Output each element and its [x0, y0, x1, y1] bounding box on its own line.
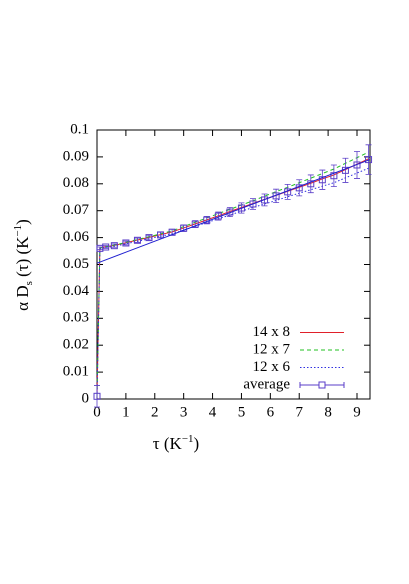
error-bar: [307, 174, 314, 194]
legend-swatch: [318, 381, 326, 389]
point: [307, 180, 315, 188]
point: [110, 242, 118, 250]
legend-label: 14 x 8: [253, 324, 291, 340]
error-bar: [342, 157, 349, 183]
error-bar: [94, 385, 100, 408]
point: [157, 231, 165, 239]
error-bar: [146, 234, 152, 241]
x-tick-label: 2: [151, 404, 159, 420]
y-tick-label: 0.03: [63, 310, 89, 326]
error-bar: [284, 183, 291, 200]
error-bar: [102, 245, 109, 249]
point: [318, 176, 326, 184]
point: [353, 161, 361, 169]
x-axis-label: τ (K−1): [153, 433, 199, 453]
x-tick-label: 6: [267, 404, 275, 420]
point: [93, 392, 101, 400]
fit-line: [96, 159, 371, 264]
x-tick-label: 0: [93, 404, 101, 420]
series-line: [96, 158, 369, 397]
point: [249, 200, 257, 208]
y-tick-label: 0.02: [63, 337, 89, 353]
y-tick-label: 0.04: [63, 283, 90, 299]
x-tick-label: 3: [180, 404, 188, 420]
y-tick-label: 0: [82, 390, 90, 406]
x-tick-label: 8: [324, 404, 332, 420]
y-tick-label: 0.05: [63, 256, 89, 272]
plot-frame: [96, 129, 371, 400]
error-bar: [330, 164, 337, 187]
point: [330, 172, 338, 180]
x-tick-label: 1: [122, 404, 130, 420]
y-tick-label: 0.06: [63, 229, 90, 245]
legend-label: 12 x 7: [253, 341, 291, 357]
point: [133, 236, 141, 244]
point: [102, 243, 110, 251]
point: [261, 196, 269, 204]
error-bar: [134, 237, 141, 243]
legend-label: 12 x 6: [253, 359, 291, 375]
y-tick-label: 0.08: [63, 175, 89, 191]
point: [191, 220, 199, 228]
series-line: [96, 151, 369, 397]
y-tick-label: 0.07: [63, 202, 90, 218]
error-bar: [111, 243, 118, 248]
y-tick-label: 0.09: [63, 148, 89, 164]
legend-label: average: [243, 376, 290, 392]
error-bar: [365, 144, 372, 175]
point: [237, 204, 245, 212]
error-bar: [296, 179, 303, 197]
error-bar: [122, 240, 129, 246]
series-line: [96, 167, 369, 397]
error-bar: [273, 188, 280, 204]
point: [145, 234, 153, 242]
x-tick-label: 7: [295, 404, 303, 420]
x-tick-label: 5: [238, 404, 246, 420]
point: [365, 156, 373, 164]
error-bar: [319, 169, 326, 190]
y-axis-label: α Ds (τ) (K−1): [12, 219, 35, 311]
point: [180, 224, 188, 232]
y-tick-label: 0.01: [63, 364, 89, 380]
point: [122, 239, 130, 247]
x-tick-label: 4: [209, 404, 217, 420]
x-tick-label: 9: [353, 404, 361, 420]
point: [168, 228, 176, 236]
y-tick-label: 0.1: [70, 121, 89, 137]
error-bar: [96, 246, 103, 251]
